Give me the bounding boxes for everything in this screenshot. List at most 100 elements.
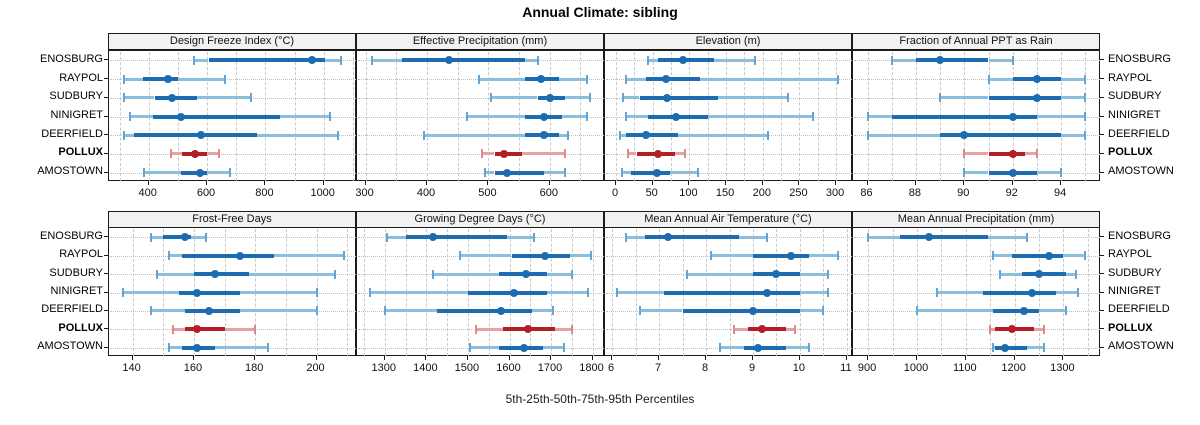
whisker-cap xyxy=(465,112,468,121)
median-dot xyxy=(1020,306,1029,315)
whisker-cap xyxy=(1064,306,1067,316)
panel-strip-title: Frost-Free Days xyxy=(192,213,272,225)
whisker-cap xyxy=(812,112,815,121)
whisker-high xyxy=(562,115,587,118)
whisker-high xyxy=(507,235,535,239)
median-dot xyxy=(180,233,189,242)
whisker-high xyxy=(325,58,342,62)
site-label-right: AMOSTOWN xyxy=(1108,165,1174,178)
median-dot xyxy=(758,325,767,334)
whisker-cap xyxy=(935,288,938,297)
panel-plot xyxy=(108,227,356,356)
whisker-low xyxy=(123,133,135,137)
whisker-cap xyxy=(484,168,487,178)
panel-plot xyxy=(604,227,852,356)
median-dot xyxy=(163,75,172,84)
whisker-low xyxy=(169,254,182,258)
whisker-cap xyxy=(143,168,146,178)
median-dot xyxy=(308,56,317,65)
axis-tick-label: 1500 xyxy=(454,362,480,374)
axis-tick-label: 900 xyxy=(857,362,877,374)
row-tick-right xyxy=(1100,134,1104,136)
axis-tick-label: 100 xyxy=(679,187,698,199)
whisker-low xyxy=(917,309,993,313)
row-tick-left xyxy=(104,236,108,238)
median-dot xyxy=(539,131,548,140)
axis-tick-label: 200 xyxy=(306,362,325,374)
row-guideline xyxy=(854,347,1100,349)
row-tick-right xyxy=(1100,78,1104,80)
axis-tick-label: 9 xyxy=(748,362,756,374)
row-tick-left xyxy=(104,291,108,293)
whisker-cap xyxy=(585,112,588,121)
whisker-iqr xyxy=(142,77,178,82)
panel-strip-title: Elevation (m) xyxy=(695,35,761,47)
axis-tick xyxy=(383,356,385,360)
whisker-cap xyxy=(639,306,642,316)
axis-tick-label: 400 xyxy=(138,187,157,199)
median-dot xyxy=(497,306,506,315)
whisker-high xyxy=(799,291,829,294)
row-guideline xyxy=(854,79,1100,81)
whisker-cap xyxy=(916,306,918,316)
whisker-high xyxy=(785,327,796,331)
whisker-iqr xyxy=(181,253,274,258)
whisker-cap xyxy=(1011,55,1014,65)
whisker-cap xyxy=(168,343,171,353)
whisker-low xyxy=(386,235,406,239)
median-dot xyxy=(1008,168,1017,177)
whisker-high xyxy=(249,272,335,276)
whisker-high xyxy=(1034,327,1044,331)
whisker-cap xyxy=(343,251,346,261)
axis-tick xyxy=(192,356,194,360)
panel-strip-title: Mean Annual Precipitation (mm) xyxy=(897,213,1055,225)
median-dot xyxy=(749,306,757,315)
whisker-low xyxy=(479,77,526,81)
whisker-high xyxy=(718,96,789,100)
whisker-high xyxy=(565,96,590,100)
whisker-cap xyxy=(697,168,700,178)
whisker-high xyxy=(699,77,839,81)
median-dot xyxy=(1044,251,1053,260)
whisker-cap xyxy=(217,149,220,159)
row-tick-right xyxy=(1100,59,1104,61)
panel-strip: Effective Precipitation (mm) xyxy=(356,33,604,50)
site-label-right: RAYPOL xyxy=(1108,248,1152,261)
whisker-cap xyxy=(564,149,567,159)
axis-tick xyxy=(761,181,763,185)
median-dot xyxy=(1008,149,1017,158)
whisker-cap xyxy=(589,251,592,261)
whisker-iqr xyxy=(753,253,810,258)
whisker-low xyxy=(623,96,640,100)
whisker-low xyxy=(867,115,892,118)
median-dot xyxy=(936,56,945,65)
whisker-cap xyxy=(564,168,567,178)
whisker-cap xyxy=(328,112,331,121)
axis-tick xyxy=(752,356,753,360)
row-tick-right xyxy=(1100,273,1104,275)
whisker-low xyxy=(992,254,1013,258)
whisker-high xyxy=(1036,115,1086,118)
axis-tick-label: 160 xyxy=(183,362,203,374)
whisker-iqr xyxy=(988,95,1062,100)
whisker-low xyxy=(648,58,658,62)
site-label-left: NINIGRET xyxy=(50,109,103,121)
whisker-cap xyxy=(686,269,689,279)
median-dot xyxy=(753,343,762,352)
median-dot xyxy=(672,112,681,121)
whisker-cap xyxy=(998,269,1001,279)
whisker-cap xyxy=(533,232,536,242)
whisker-cap xyxy=(787,93,790,103)
axis-tick xyxy=(364,181,366,185)
median-dot xyxy=(193,325,201,334)
whisker-cap xyxy=(1084,74,1087,84)
axis-tick-label: 8 xyxy=(701,362,709,374)
row-tick-right xyxy=(1100,328,1104,330)
whisker-cap xyxy=(794,324,797,334)
axis-tick xyxy=(1060,181,1062,185)
whisker-high xyxy=(1061,77,1086,81)
whisker-iqr xyxy=(626,133,679,138)
whisker-cap xyxy=(536,55,539,65)
whisker-cap xyxy=(337,130,340,140)
axis-tick xyxy=(466,356,468,360)
